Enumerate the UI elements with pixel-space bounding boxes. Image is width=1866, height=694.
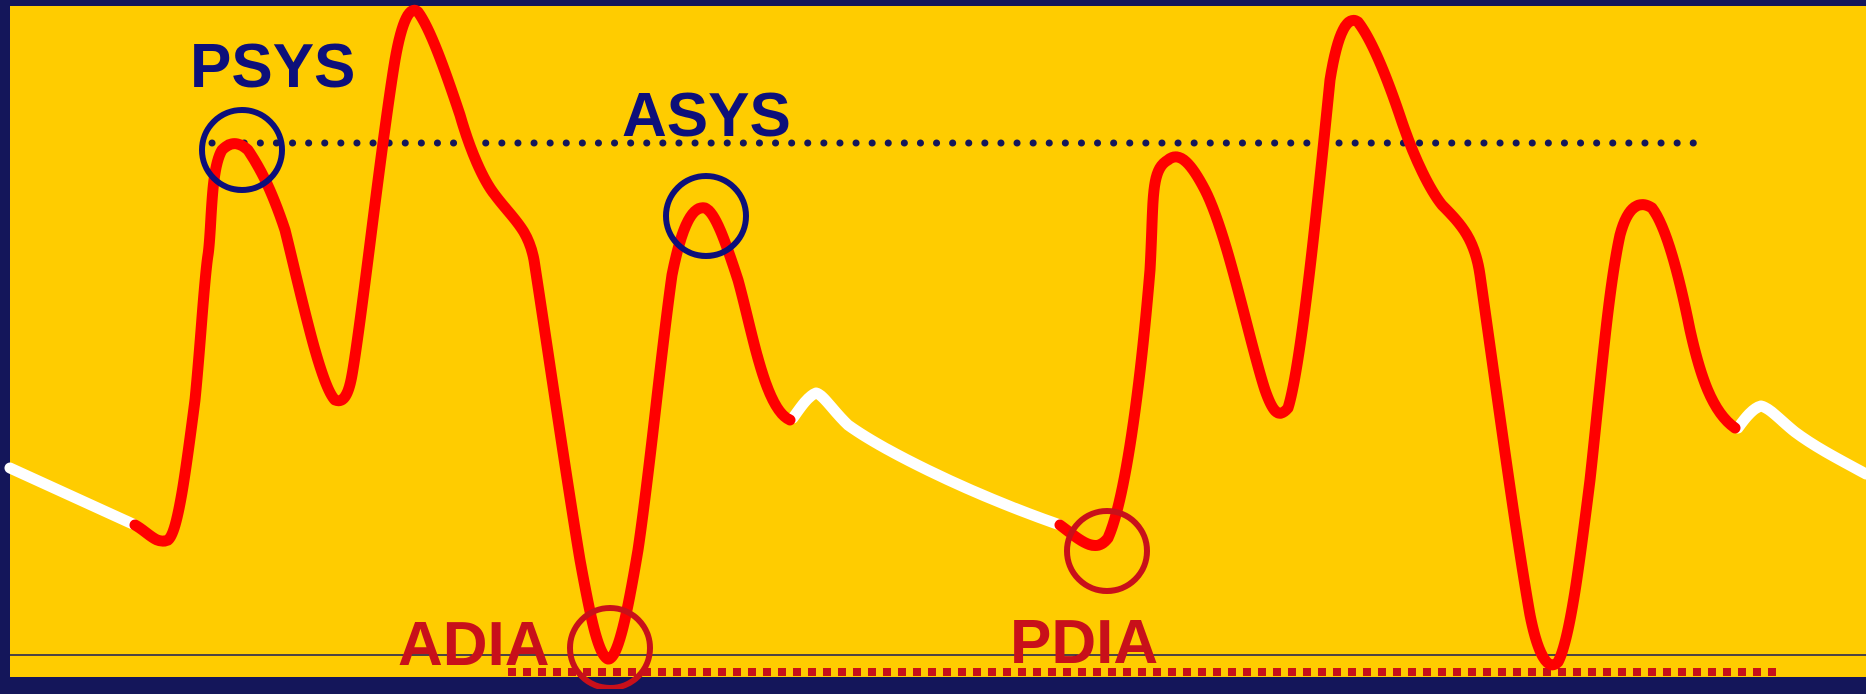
yellow-panel (10, 6, 1866, 677)
pdia-label: PDIA (1010, 608, 1158, 677)
runoff-segment-1 (4, 462, 141, 531)
adia-label: ADIA (398, 610, 550, 679)
psys-marker-circle (199, 107, 285, 193)
asys-marker-circle (663, 173, 749, 259)
psys-label: PSYS (190, 32, 355, 101)
runoff-segment-3 (1732, 400, 1866, 480)
pressure-waveform (129, 4, 1741, 671)
runoff-segment-2 (787, 387, 1066, 531)
asys-label: ASYS (622, 81, 791, 150)
adia-marker-circle (567, 605, 653, 691)
pdia-marker-circle (1064, 508, 1150, 594)
